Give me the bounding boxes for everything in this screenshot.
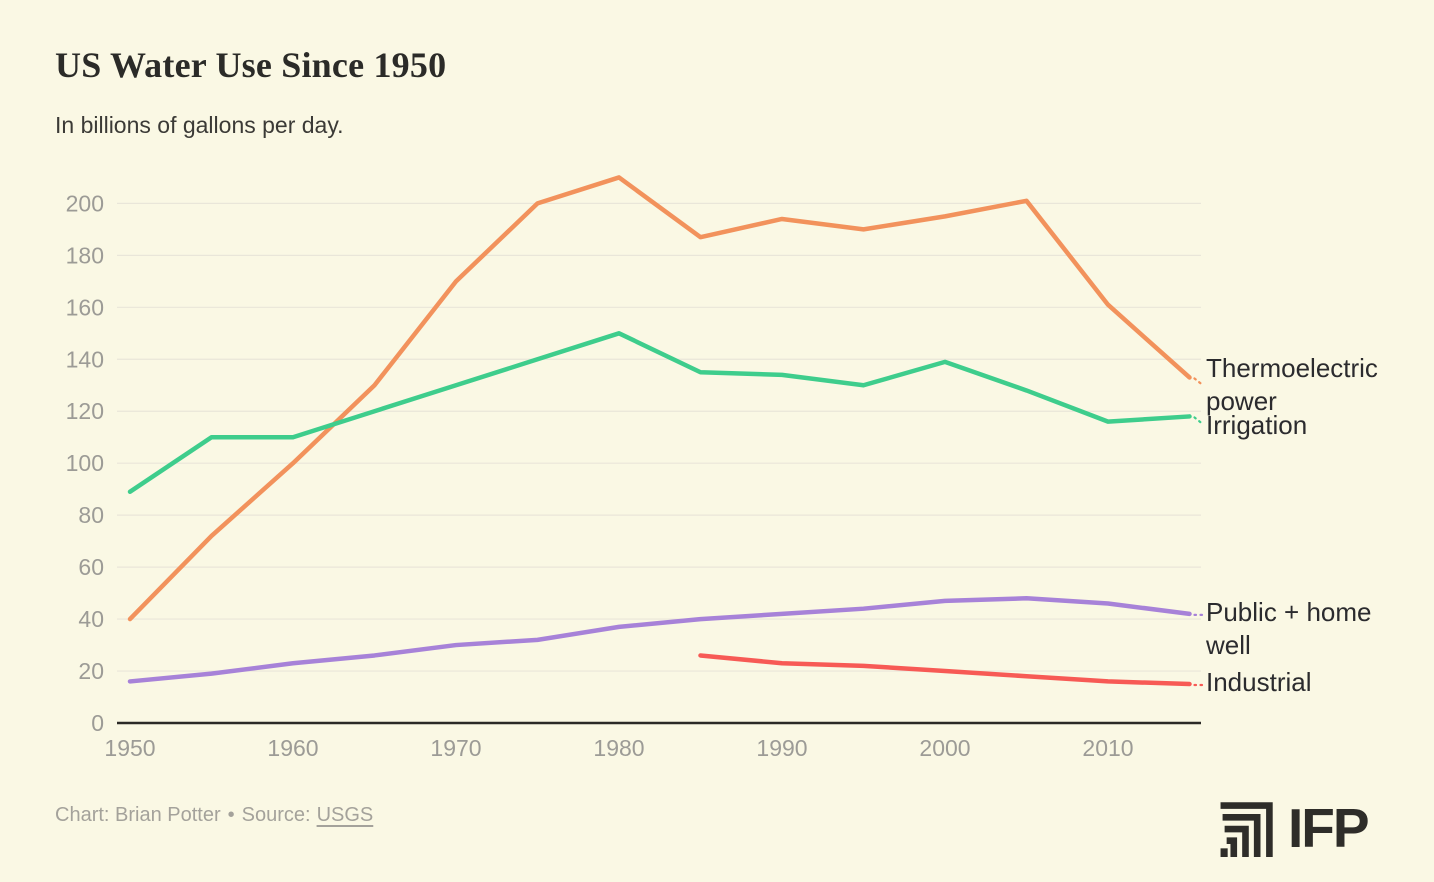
x-axis-tick-label: 1990 [756,735,807,761]
label-leader-line-irrigation [1193,416,1204,425]
page-title: US Water Use Since 1950 [55,45,447,85]
series-label-industrial: Industrial [1206,667,1312,697]
y-axis-tick-label: 60 [78,554,104,580]
ifp-logo: IFP [1218,797,1370,859]
x-axis-tick-label: 1950 [104,735,155,761]
x-axis-tick-label: 2010 [1082,735,1133,761]
y-axis-tick-label: 140 [66,346,104,372]
y-axis-tick-label: 200 [66,190,104,216]
source-link-usgs[interactable]: USGS [316,804,374,826]
source-label: Source: [241,804,311,826]
x-axis-tick-label: 1970 [430,735,481,761]
series-line-public-home-well [127,596,1192,684]
chart-footer: Chart: Brian Potter • Source: USGS [55,804,373,827]
series-line-thermoelectric-power [127,175,1192,622]
ifp-logo-text: IFP [1288,797,1370,859]
page-subtitle: In billions of gallons per day. [55,112,344,138]
y-axis-tick-label: 160 [66,294,104,320]
x-axis-tick-label: 2000 [919,735,970,761]
x-axis-tick-label: 1960 [267,735,318,761]
y-axis-tick-label: 180 [66,242,104,268]
y-axis-tick-label: 80 [78,502,104,528]
chart-credit: Chart: Brian Potter [55,804,221,826]
y-axis-tick-label: 40 [78,606,104,632]
x-axis-tick-label: 1980 [593,735,644,761]
series-label-public-home-well: Public + home well [1206,597,1372,660]
label-leader-line-thermoelectric-power [1193,377,1204,386]
footer-separator: • [227,804,235,826]
y-axis-tick-label: 20 [78,658,104,684]
series-line-irrigation [127,331,1192,495]
series-label-thermoelectric-power: Thermoelectric power [1206,353,1378,416]
series-line-industrial [698,653,1192,687]
series-label-irrigation: Irrigation [1206,410,1308,440]
ifp-logo-mark [1220,802,1273,857]
y-axis-tick-label: 100 [66,450,104,476]
y-axis-tick-label: 120 [66,398,104,424]
y-axis-tick-label: 0 [91,710,104,736]
